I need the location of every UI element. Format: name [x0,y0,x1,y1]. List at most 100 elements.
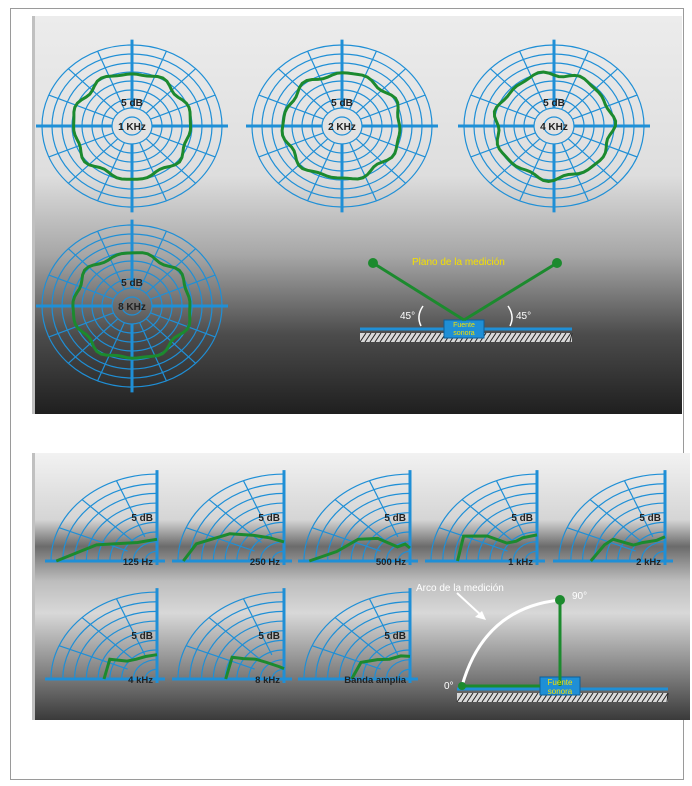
spoke-line [572,94,638,120]
source-label-line2: sonora [453,330,475,337]
spoke-line [277,68,329,114]
spoke-line [67,318,119,364]
hatch-line [461,692,469,703]
polar-chart-1: 5 dB 1 KHz [36,39,228,213]
spoke-line [145,248,197,294]
spoke-line [81,617,135,662]
hatch-line [491,692,499,703]
frequency-label: 4 KHz [540,122,568,133]
floor-hatch [457,693,668,702]
frequency-label: 8 kHz [255,675,280,686]
quarter-chart-4: 5 dB 1 kHz [425,470,545,568]
spoke-line [566,527,636,552]
hatch-line [544,332,552,343]
spoke-line [58,527,128,552]
spoke-line [139,50,167,110]
hatch-line [514,332,522,343]
spoke-line [185,527,255,552]
hatch-line [429,332,437,343]
hatch-line [364,332,372,343]
grid-arc [512,541,538,562]
frequency-label: 250 Hz [250,557,280,568]
hatch-line [549,332,557,343]
spoke-line [97,50,125,110]
spoke-line [115,480,146,538]
spoke-line [150,274,216,300]
hatch-line [626,692,634,703]
hatch-line [554,332,562,343]
quarter-pattern-curve [350,654,411,680]
spoke-line [519,50,547,110]
spoke-line [97,230,125,290]
frequency-label: 8 KHz [118,302,146,313]
spoke-line [139,142,167,202]
spoke-line [567,68,619,114]
spoke-line [368,598,399,656]
spoke-line [561,142,589,202]
spoke-line [489,68,541,114]
angle-arc-left [418,305,424,327]
grid-ring [121,296,143,316]
hatch-line [511,692,519,703]
spoke-line [355,138,407,184]
hatch-line [519,332,527,343]
panel-edge [32,453,35,720]
quarter-pattern-curve [589,535,666,562]
source-label-line1: Fuente [453,322,475,329]
measurement-line-left [372,261,465,322]
grid-arc [640,541,666,562]
hatch-line [409,332,417,343]
hatch-line [636,692,644,703]
hatch-line [369,332,377,343]
polar-patterns-figure: 5 dB 1 KHz 5 dB 2 KHz 5 dB 4 KHz 5 dB 8 KHz Pla… [32,16,682,414]
polar-patterns-svg: 5 dB 1 KHz 5 dB 2 KHz 5 dB 4 KHz 5 dB 8 KHz Pla… [36,39,650,393]
spoke-line [311,645,381,670]
level-label: 5 dB [258,513,280,524]
hatch-line [489,332,497,343]
hatch-line [661,692,669,703]
spoke-line [81,499,135,544]
hatch-line [521,692,529,703]
spoke-line [360,94,426,120]
hatch-line [424,332,432,343]
hatch-line [496,692,504,703]
spoke-line [495,480,526,538]
hatch-line [524,332,532,343]
spoke-line [349,142,377,202]
quarter-patterns-figure: 5 dB 125 Hz 5 dB 250 Hz 5 dB 500 Hz 5 dB 1 kHz 5… [32,453,690,720]
hatch-line [476,692,484,703]
arrow-head [475,611,486,620]
polar-chart-3: 5 dB 4 KHz [458,39,650,213]
grid-arc [132,659,158,680]
frequency-label: 500 Hz [376,557,406,568]
spoke-line [470,94,536,120]
hatch-line [404,332,412,343]
spoke-line [242,480,273,538]
grid-ring [331,116,353,136]
quarter-chart-7: 5 dB 8 kHz [172,588,292,686]
spoke-line [150,94,216,120]
hatch-line [591,692,599,703]
spoke-line [139,230,167,290]
hatch-line [456,692,464,703]
spoke-line [470,132,536,158]
plane-setup-diagram: Plano de la medición 45° 45° Fuente sono… [359,257,573,343]
spoke-line [311,527,381,552]
hatch-line [621,692,629,703]
hatch-line [531,692,539,703]
quarter-chart-5: 5 dB 2 kHz [553,470,673,568]
spoke-line [567,138,619,184]
polar-pattern-curve [71,251,192,360]
spoke-line [589,499,643,544]
level-label: 5 dB [131,513,153,524]
hatch-line [374,332,382,343]
arc-pointer-arrow [456,592,484,618]
spoke-line [150,132,216,158]
grid-arc [50,473,158,562]
hatch-line [581,692,589,703]
hatch-line [646,692,654,703]
spoke-line [623,480,654,538]
hatch-line [641,692,649,703]
hatch-line [601,692,609,703]
